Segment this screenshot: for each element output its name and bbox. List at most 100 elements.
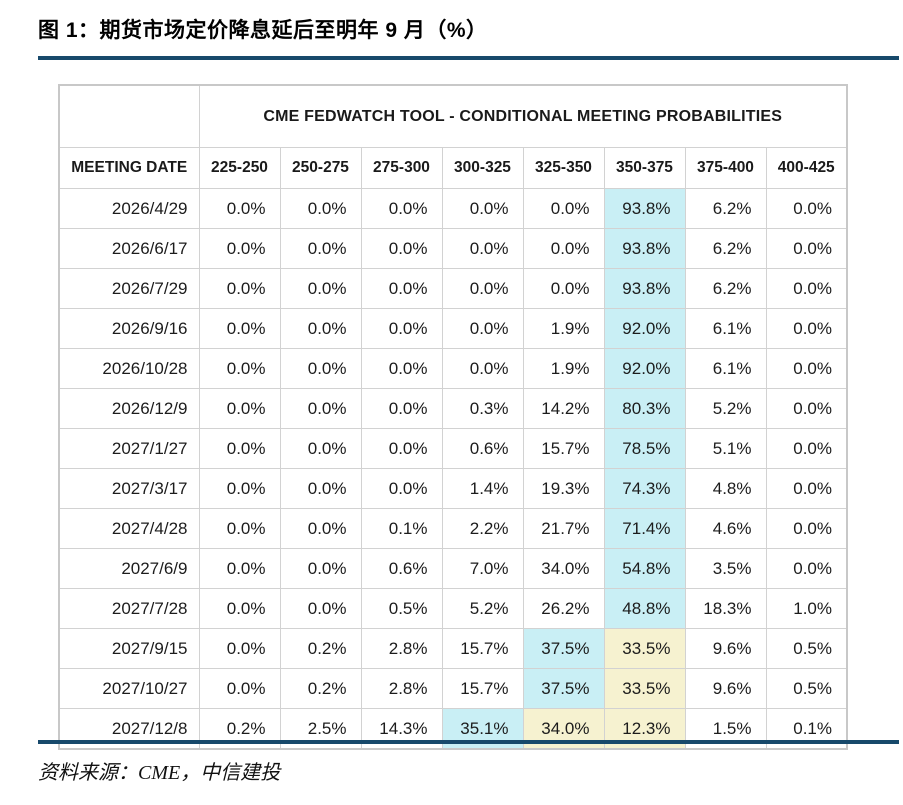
probability-cell: 80.3% <box>603 388 686 429</box>
probability-cell: 93.8% <box>603 228 686 269</box>
probability-cell: 0.0% <box>765 348 848 389</box>
probability-cell: 0.0% <box>360 268 443 309</box>
probability-cell: 6.2% <box>684 188 767 229</box>
probability-cell: 0.2% <box>279 668 362 709</box>
probability-cell: 34.0% <box>522 548 605 589</box>
probability-cell: 0.0% <box>198 468 281 509</box>
probability-cell: 1.4% <box>441 468 524 509</box>
probability-cell: 0.0% <box>360 188 443 229</box>
meeting-date-cell: 2027/9/15 <box>58 628 200 669</box>
probability-cell: 92.0% <box>603 308 686 349</box>
rate-range-header: 325-350 <box>522 147 605 189</box>
probability-cell: 0.0% <box>198 668 281 709</box>
probability-cell: 0.0% <box>765 268 848 309</box>
rate-range-header: 400-425 <box>765 147 848 189</box>
probability-cell: 15.7% <box>522 428 605 469</box>
probability-cell: 0.0% <box>198 348 281 389</box>
probability-cell: 7.0% <box>441 548 524 589</box>
probability-cell: 0.0% <box>198 188 281 229</box>
column-header-row: MEETING DATE 225-250 250-275 275-300 300-32… <box>58 147 848 189</box>
probability-cell: 15.7% <box>441 668 524 709</box>
probability-cell: 6.2% <box>684 228 767 269</box>
meeting-date-header: MEETING DATE <box>58 147 200 189</box>
meeting-date-cell: 2026/6/17 <box>58 228 200 269</box>
probability-cell: 93.8% <box>603 268 686 309</box>
probability-cell: 4.8% <box>684 468 767 509</box>
table-row: 2027/1/27 0.0% 0.0% 0.0% 0.6% 15.7% 78.5% 5.1% 0… <box>58 428 848 469</box>
meeting-date-cell: 2026/12/9 <box>58 388 200 429</box>
probability-cell: 71.4% <box>603 508 686 549</box>
fedwatch-table-container: CME FEDWATCH TOOL - CONDITIONAL MEETING … <box>58 84 848 750</box>
probability-cell: 0.0% <box>198 388 281 429</box>
probability-cell: 19.3% <box>522 468 605 509</box>
probability-cell: 93.8% <box>603 188 686 229</box>
table-row: 2027/7/28 0.0% 0.0% 0.5% 5.2% 26.2% 48.8% 18.3%… <box>58 588 848 629</box>
probability-cell: 0.0% <box>279 188 362 229</box>
probability-cell: 0.0% <box>279 268 362 309</box>
probability-cell: 1.9% <box>522 308 605 349</box>
probability-cell: 0.0% <box>198 268 281 309</box>
table-row: 2027/6/9 0.0% 0.0% 0.6% 7.0% 34.0% 54.8% 3.5% 0.… <box>58 548 848 589</box>
probability-cell: 2.8% <box>360 668 443 709</box>
probability-cell: 4.6% <box>684 508 767 549</box>
probability-cell: 5.2% <box>441 588 524 629</box>
rate-range-header: 225-250 <box>198 147 281 189</box>
probability-cell: 0.0% <box>279 308 362 349</box>
rate-range-header: 300-325 <box>441 147 524 189</box>
probability-cell: 14.2% <box>522 388 605 429</box>
probability-cell: 54.8% <box>603 548 686 589</box>
probability-cell: 9.6% <box>684 628 767 669</box>
probability-cell: 0.0% <box>441 308 524 349</box>
probability-cell: 0.0% <box>522 228 605 269</box>
table-row: 2027/4/28 0.0% 0.0% 0.1% 2.2% 21.7% 71.4% 4.6% 0… <box>58 508 848 549</box>
banner-row: CME FEDWATCH TOOL - CONDITIONAL MEETING … <box>58 84 848 148</box>
probability-cell: 21.7% <box>522 508 605 549</box>
probability-cell: 0.0% <box>765 188 848 229</box>
probability-cell: 0.6% <box>360 548 443 589</box>
probability-cell: 0.0% <box>198 428 281 469</box>
probability-cell: 0.0% <box>765 308 848 349</box>
probability-cell: 26.2% <box>522 588 605 629</box>
probability-cell: 0.0% <box>279 548 362 589</box>
table-banner-title: CME FEDWATCH TOOL - CONDITIONAL MEETING … <box>198 84 848 148</box>
probability-cell: 48.8% <box>603 588 686 629</box>
probability-cell: 33.5% <box>603 628 686 669</box>
probability-cell: 0.0% <box>198 588 281 629</box>
meeting-date-cell: 2026/7/29 <box>58 268 200 309</box>
corner-empty-cell <box>58 84 200 148</box>
table-row: 2026/7/29 0.0% 0.0% 0.0% 0.0% 0.0% 93.8% 6.2% 0.… <box>58 268 848 309</box>
meeting-date-cell: 2027/1/27 <box>58 428 200 469</box>
figure-title: 图 1：期货市场定价降息延后至明年 9 月（%） <box>38 19 488 42</box>
meeting-date-cell: 2027/7/28 <box>58 588 200 629</box>
meeting-date-cell: 2027/4/28 <box>58 508 200 549</box>
probability-cell: 0.0% <box>279 228 362 269</box>
probability-cell: 5.1% <box>684 428 767 469</box>
probability-cell: 37.5% <box>522 668 605 709</box>
probability-cell: 0.1% <box>360 508 443 549</box>
meeting-date-cell: 2027/6/9 <box>58 548 200 589</box>
probability-cell: 33.5% <box>603 668 686 709</box>
probability-cell: 74.3% <box>603 468 686 509</box>
probability-cell: 6.1% <box>684 308 767 349</box>
probability-cell: 0.0% <box>198 308 281 349</box>
probability-cell: 3.5% <box>684 548 767 589</box>
probability-cell: 1.0% <box>765 588 848 629</box>
table-row: 2027/9/15 0.0% 0.2% 2.8% 15.7% 37.5% 33.5% 9.6%… <box>58 628 848 669</box>
probability-cell: 0.0% <box>360 228 443 269</box>
rate-range-header: 375-400 <box>684 147 767 189</box>
meeting-date-cell: 2027/3/17 <box>58 468 200 509</box>
meeting-date-cell: 2026/10/28 <box>58 348 200 389</box>
probability-cell: 0.0% <box>765 428 848 469</box>
meeting-date-cell: 2026/9/16 <box>58 308 200 349</box>
meeting-date-cell: 2027/10/27 <box>58 668 200 709</box>
probability-cell: 0.0% <box>441 228 524 269</box>
probability-cell: 0.0% <box>441 268 524 309</box>
table-body: 2026/4/29 0.0% 0.0% 0.0% 0.0% 0.0% 93.8% 6.2% 0.… <box>58 188 848 750</box>
probability-cell: 0.0% <box>441 188 524 229</box>
probability-cell: 0.0% <box>279 588 362 629</box>
probability-cell: 0.3% <box>441 388 524 429</box>
probability-cell: 0.0% <box>198 548 281 589</box>
probability-cell: 0.0% <box>198 508 281 549</box>
probability-cell: 6.1% <box>684 348 767 389</box>
